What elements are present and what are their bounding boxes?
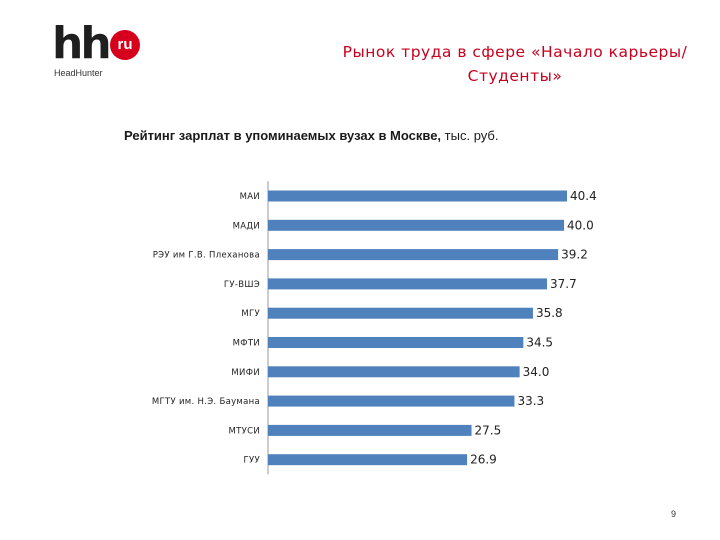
bar: [268, 278, 548, 290]
bar: [268, 307, 533, 319]
value-label: 27.5: [475, 423, 502, 437]
value-label: 35.8: [536, 306, 563, 320]
value-label: 34.0: [523, 365, 550, 379]
headhunter-logo: hh ru HeadHunter: [52, 22, 152, 80]
logo-ru-badge: ru: [110, 30, 140, 60]
category-label: МФТИ: [233, 339, 260, 349]
chart-title-unit: тыс. руб.: [444, 128, 499, 143]
category-label: ГУ-ВШЭ: [224, 280, 260, 290]
value-label: 39.2: [561, 248, 588, 262]
category-label: РЭУ им Г.В. Плеханова: [153, 251, 260, 261]
category-label: МГТУ им. Н.Э. Баумана: [152, 397, 260, 407]
bar: [268, 424, 472, 436]
slide-title: Рынок труда в сфере «Начало карьеры/Студ…: [342, 43, 688, 85]
value-label: 37.7: [550, 277, 577, 291]
logo-hh-mark: hh: [52, 18, 112, 69]
value-label: 40.0: [567, 218, 594, 232]
bar: [268, 395, 515, 407]
bar: [268, 337, 524, 348]
bar: [268, 454, 468, 466]
bar: [268, 219, 565, 231]
category-label: МГУ: [241, 309, 260, 319]
bar: [268, 366, 520, 378]
category-label: МТУСИ: [229, 426, 261, 436]
category-label: МАИ: [240, 192, 260, 202]
category-label: МАДИ: [233, 221, 260, 231]
value-label: 34.5: [526, 336, 553, 350]
category-label: ГУУ: [244, 456, 261, 466]
page-number: 9: [671, 509, 677, 519]
category-label: МИФИ: [231, 368, 260, 378]
value-label: 40.4: [570, 189, 597, 203]
chart-title-main: Рейтинг зарплат в упоминаемых вузах в Мо…: [124, 128, 442, 143]
value-label: 33.3: [517, 394, 544, 408]
bar: [268, 249, 559, 261]
value-label: 26.9: [470, 453, 497, 467]
bar: [268, 190, 567, 202]
bars-group: МАИ 40.4 МАДИ 40.0 РЭУ им Г.В. Плеханова 39.2…: [152, 189, 597, 467]
chart-title: Рейтинг зарплат в упоминаемых вузах в Мо…: [124, 128, 498, 143]
logo-subtitle: HeadHunter: [54, 68, 103, 78]
